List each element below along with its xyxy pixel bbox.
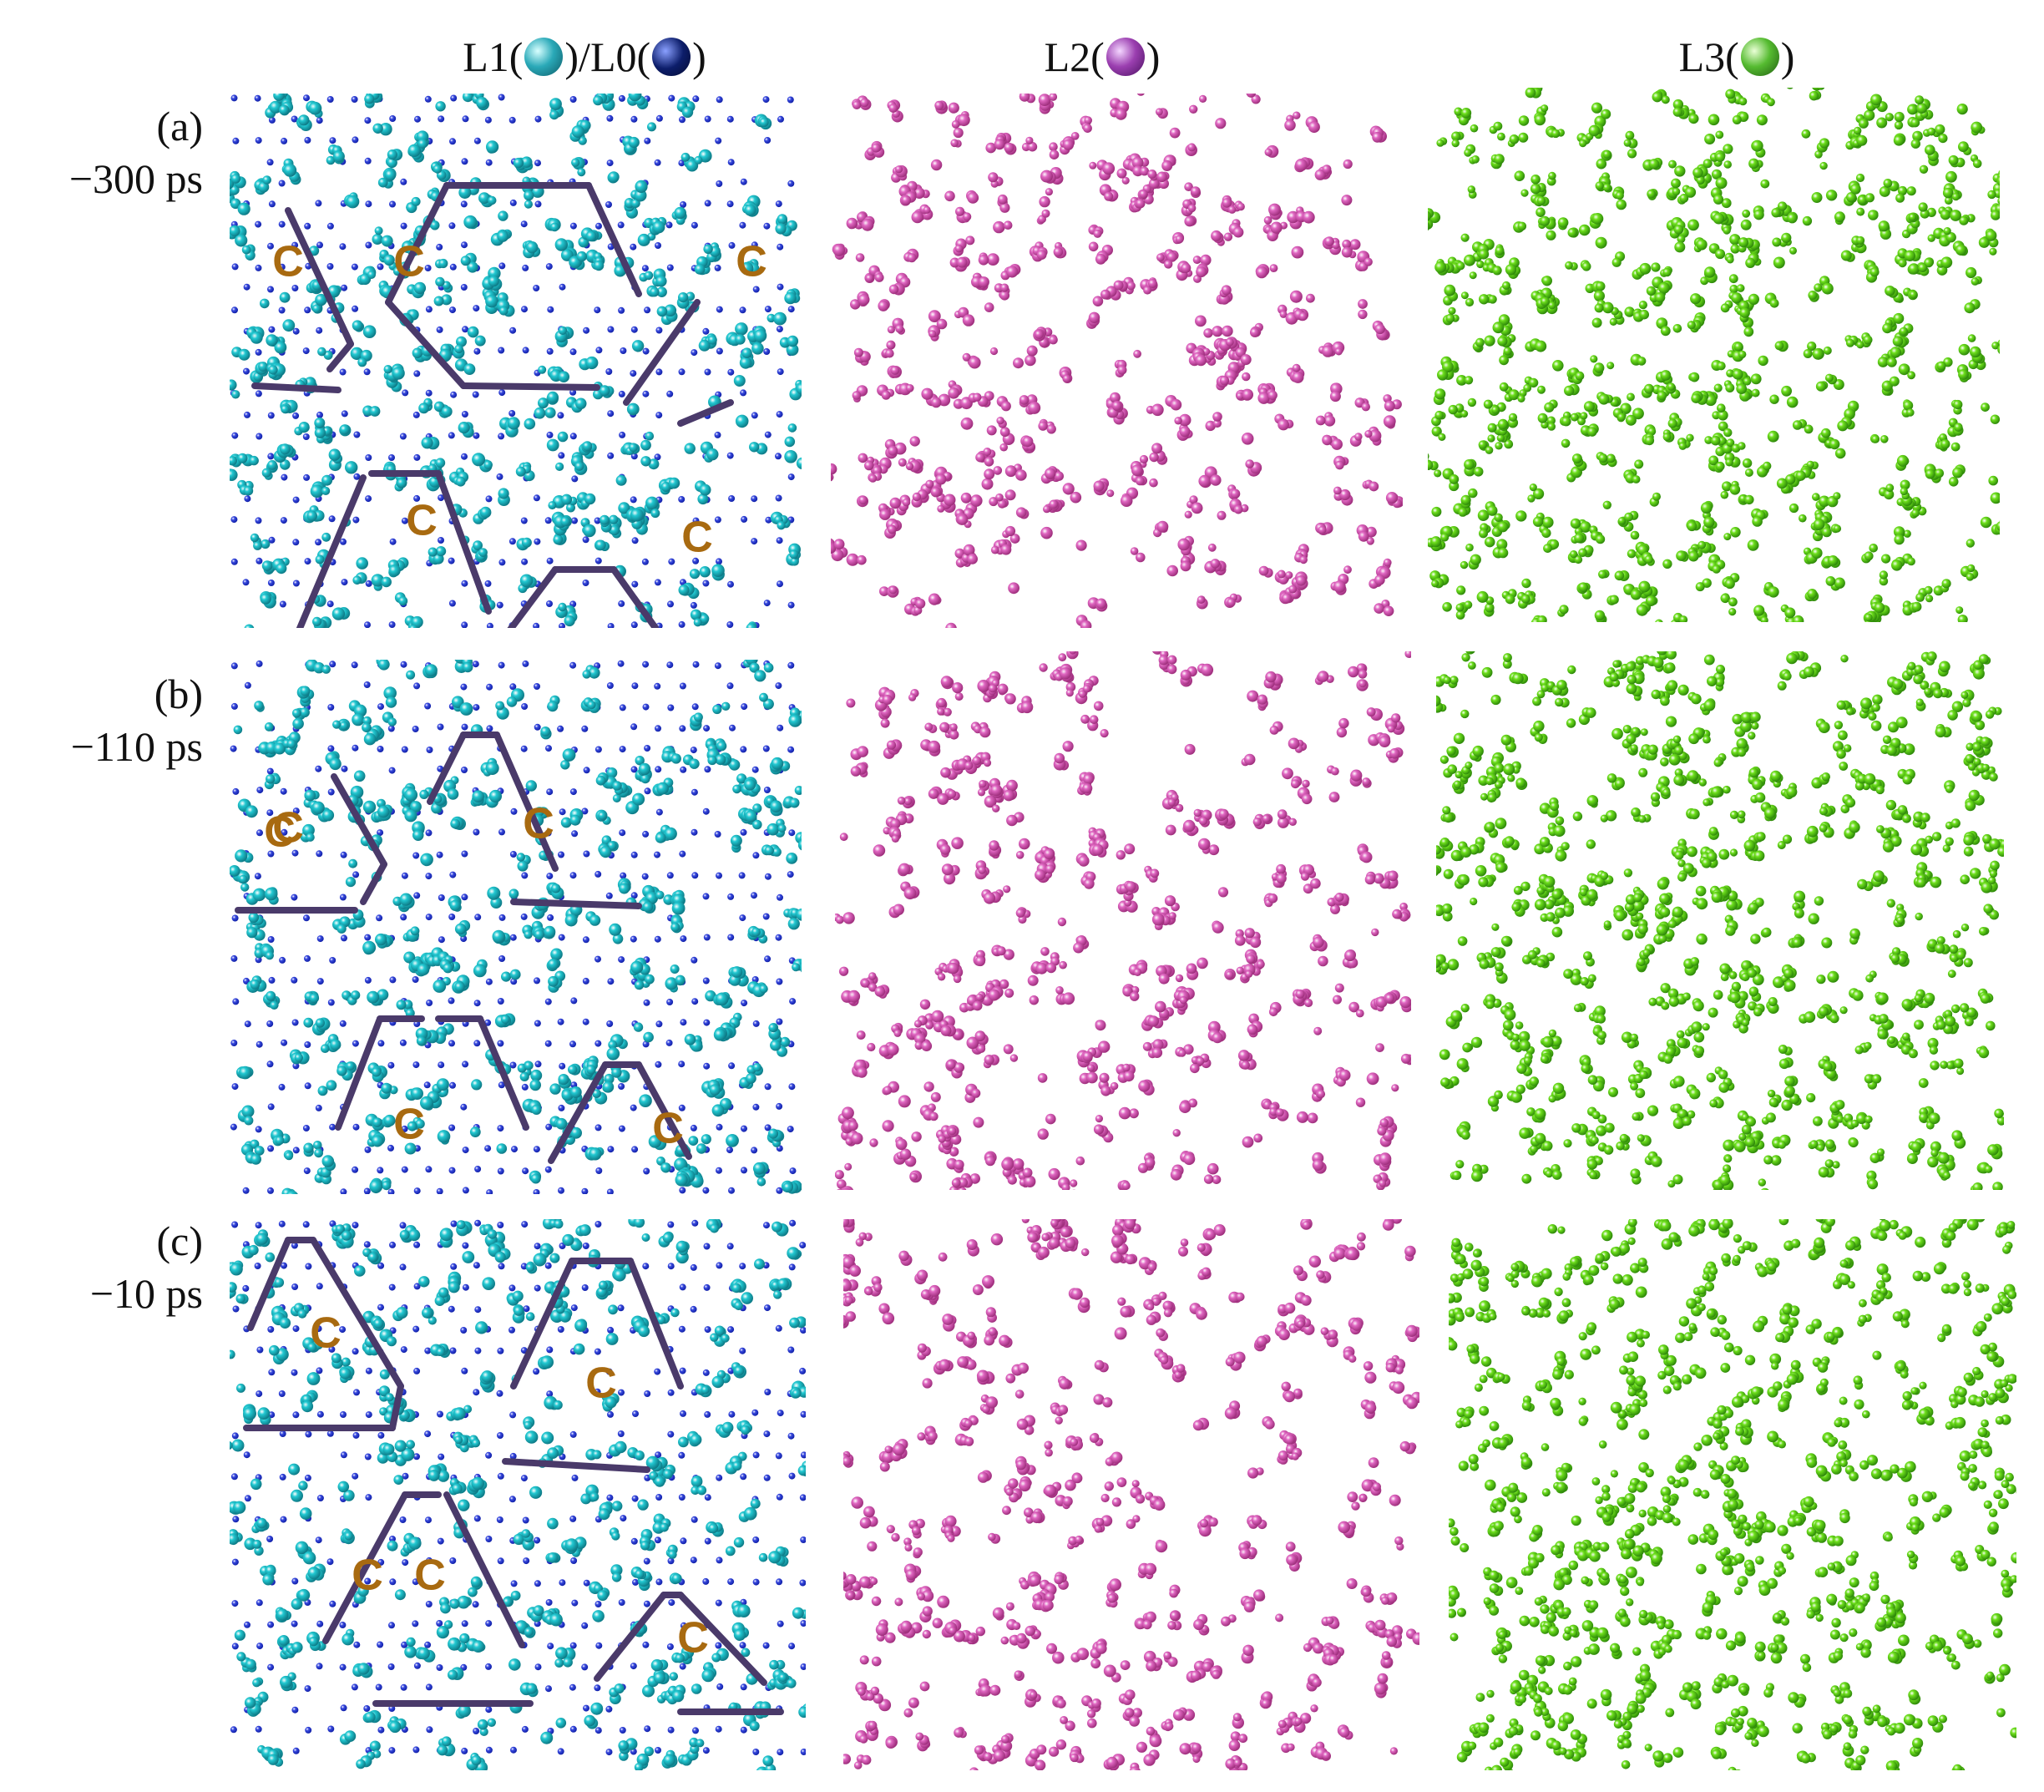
- domain-boundaries: [243, 1237, 784, 1715]
- region-markers: C C C C C: [272, 238, 767, 562]
- panel-b-l2: [835, 651, 1411, 1190]
- region-marker: C: [264, 808, 296, 857]
- panel-a-l1: C C C C C: [230, 94, 802, 628]
- particle-clusters: [835, 651, 1411, 1190]
- region-marker: C: [414, 1552, 446, 1600]
- row-label-b: (b) −110 ps: [71, 668, 203, 772]
- panel-c-l3: [1449, 1219, 2016, 1770]
- row-label-b-time: −110 ps: [70, 722, 203, 770]
- l1-ball-icon: [524, 38, 564, 76]
- row-label-c: (c) −10 ps: [90, 1215, 203, 1319]
- panel-b-l3: [1436, 651, 2004, 1190]
- domain-boundaries: [251, 182, 734, 628]
- particle-clusters: [230, 660, 802, 1194]
- particle-clusters: [230, 94, 802, 628]
- region-marker: C: [677, 1614, 709, 1663]
- column-header-l3-prefix: L3(: [1678, 33, 1739, 80]
- particle-clusters: [831, 94, 1403, 628]
- row-label-a-letter: (a): [156, 103, 204, 149]
- region-marker: C: [272, 804, 304, 853]
- row-label-a-time: −300 ps: [68, 154, 203, 202]
- region-marker: C: [310, 1309, 342, 1358]
- panel-a-l2: [831, 94, 1403, 628]
- region-marker: C: [352, 1552, 383, 1600]
- region-marker: C: [393, 238, 425, 286]
- row-label-c-letter: (c): [156, 1217, 204, 1264]
- panel-c-l2: [843, 1219, 1419, 1770]
- region-marker: C: [652, 1105, 684, 1153]
- region-marker: C: [736, 238, 767, 286]
- column-header-l2-prefix: L2(: [1044, 33, 1105, 80]
- particle-clusters: [1428, 88, 2000, 622]
- row-label-c-time: −10 ps: [89, 1269, 203, 1317]
- region-marker: C: [406, 497, 438, 545]
- column-header-l1-l0: L1( )/L0(): [367, 23, 802, 90]
- row-label-b-letter: (b): [154, 671, 203, 717]
- l2-ball-icon: [1105, 38, 1145, 76]
- region-marker: C: [523, 800, 554, 848]
- column-header-l2-end: ): [1146, 33, 1161, 80]
- l0-ball-icon: [652, 38, 691, 76]
- particle-clusters: [843, 1219, 1419, 1770]
- column-header-l0-prefix: )/L0(: [564, 33, 651, 80]
- row-label-a: (a) −300 ps: [69, 100, 203, 205]
- particle-clusters: [1449, 1219, 2016, 1770]
- region-marker: C: [272, 238, 304, 286]
- column-header-l1-prefix: L1(: [463, 33, 524, 80]
- region-marker: C: [393, 1101, 425, 1149]
- column-header-l3-end: ): [1780, 33, 1795, 80]
- panel-a-l3: [1428, 88, 2000, 622]
- column-header-l3: L3(): [1611, 23, 1862, 90]
- domain-boundaries: [235, 731, 692, 1164]
- column-header-l1-end: ): [692, 33, 706, 80]
- particle-clusters: [1436, 651, 2004, 1190]
- l3-ball-icon: [1740, 38, 1779, 76]
- column-header-l2: L2(): [977, 23, 1227, 90]
- region-marker: C: [585, 1359, 617, 1408]
- region-marker: C: [681, 514, 713, 562]
